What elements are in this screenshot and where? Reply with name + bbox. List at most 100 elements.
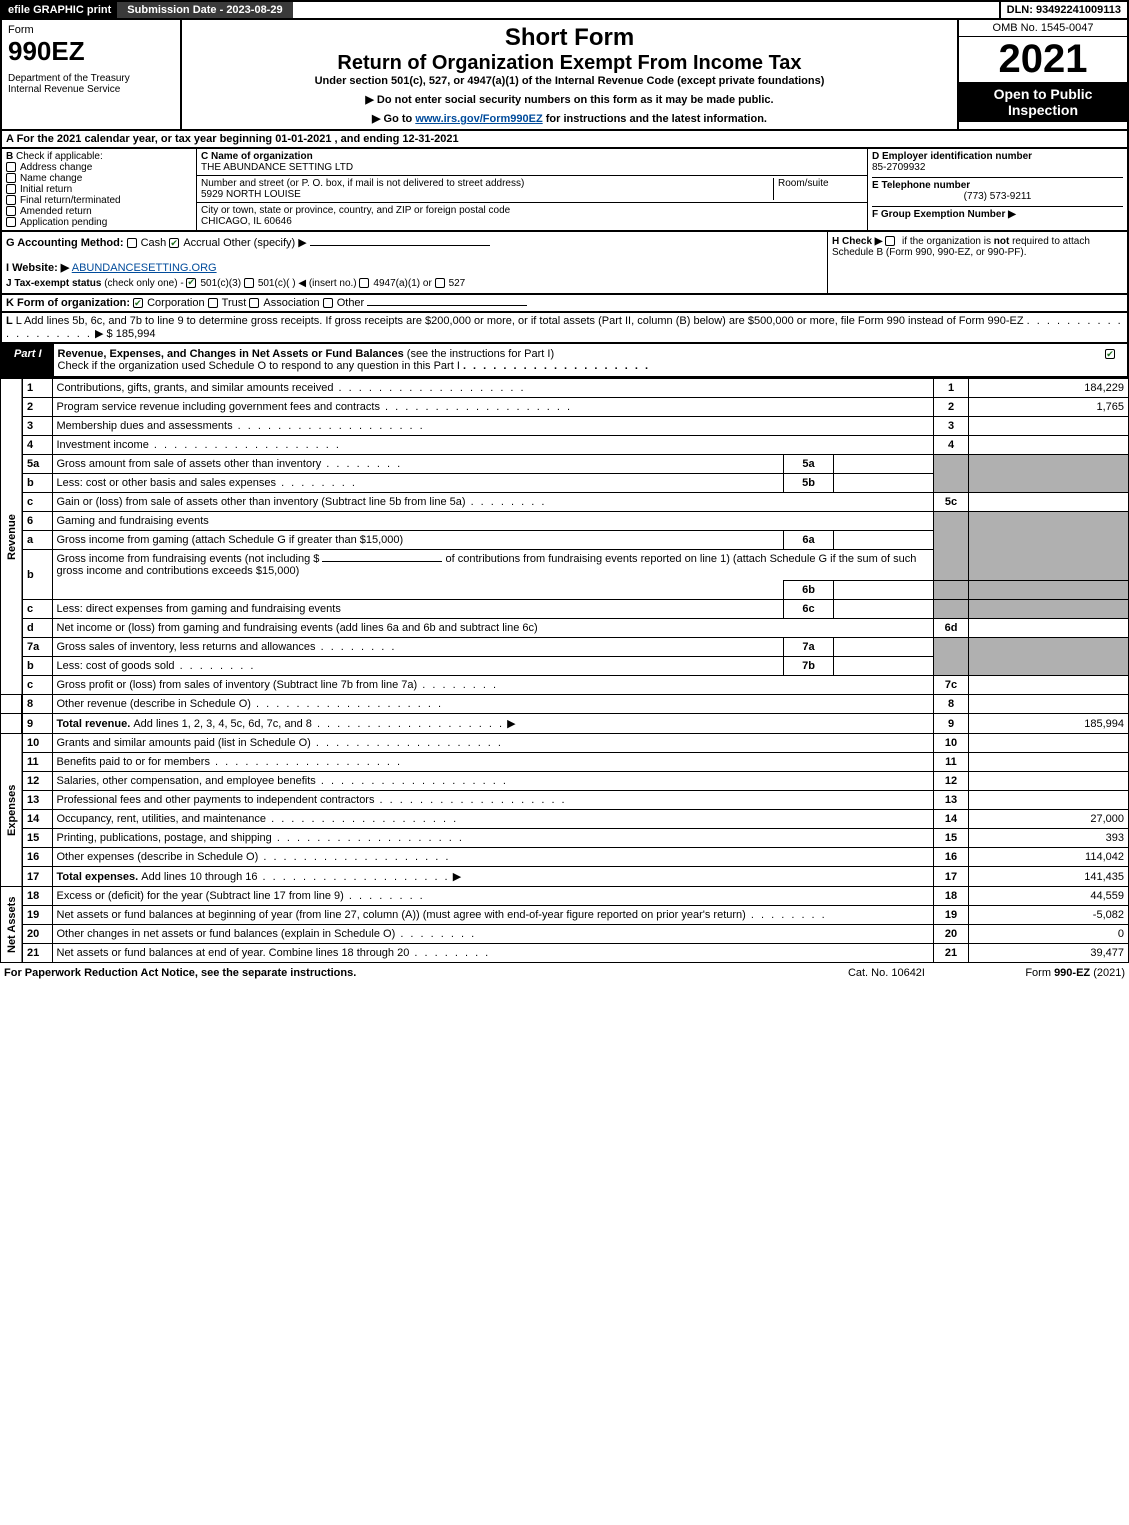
header-mid: Short Form Return of Organization Exempt… [182,20,957,129]
final-return-checkbox[interactable] [6,195,16,205]
part1-title: Revenue, Expenses, and Changes in Net As… [58,348,404,360]
corp-checkbox[interactable] [133,298,143,308]
assoc-checkbox[interactable] [249,298,259,308]
shaded-6c [934,600,969,619]
submission-date: Submission Date - 2023-08-29 [117,2,292,18]
line-13-desc: Professional fees and other payments to … [57,794,375,806]
accrual-checkbox[interactable] [169,238,179,248]
line-17-no: 17 [22,867,52,887]
app-pending-checkbox[interactable] [6,217,16,227]
line-4-val [969,436,1129,455]
line-8-no: 8 [22,695,52,714]
dln-label: DLN: 93492241009113 [999,2,1127,18]
section-a: A For the 2021 calendar year, or tax yea… [0,131,1129,149]
l-text: L Add lines 5b, 6c, and 7b to line 9 to … [16,315,1024,327]
under-section: Under section 501(c), 527, or 4947(a)(1)… [188,75,951,87]
website-link[interactable]: ABUNDANCESETTING.ORG [72,262,217,274]
part1-checkbox[interactable] [1105,349,1115,359]
lines-table: Revenue 1 Contributions, gifts, grants, … [0,378,1129,963]
header-right: OMB No. 1545-0047 2021 Open to Public In… [957,20,1127,129]
line-7a-subval [834,638,934,657]
4947-label: 4947(a)(1) or [373,278,431,289]
line-20-desc: Other changes in net assets or fund bala… [57,928,396,940]
line-9-num: 9 [934,714,969,734]
line-6b-desc-pre: Gross income from fundraising events (no… [57,553,320,565]
app-pending-label: Application pending [20,217,107,228]
h-checkbox[interactable] [885,236,895,246]
527-checkbox[interactable] [435,278,445,288]
line-4-num: 4 [934,436,969,455]
line-17-desc2: Add lines 10 through 16 [141,871,257,883]
trust-checkbox[interactable] [208,298,218,308]
line-19-no: 19 [22,906,52,925]
line-7a-no: 7a [22,638,52,657]
line-14-desc: Occupancy, rent, utilities, and maintena… [57,813,267,825]
other-label: Other (specify) ▶ [223,237,307,249]
line-5b-subval [834,474,934,493]
line-7b-sub: 7b [784,657,834,676]
page-footer: For Paperwork Reduction Act Notice, see … [0,963,1129,983]
line-6a-sub: 6a [784,531,834,550]
501c-label: 501(c)( ) ◀ (insert no.) [258,278,357,289]
line-6d-num: 6d [934,619,969,638]
line-5c-val [969,493,1129,512]
line-6a-subval [834,531,934,550]
4947-checkbox[interactable] [359,278,369,288]
revenue-side-label: Revenue [1,379,23,695]
line-16-val: 114,042 [969,848,1129,867]
line-3-num: 3 [934,417,969,436]
shaded-6bv [969,581,1129,600]
gh-row: G Accounting Method: Cash Accrual Other … [0,232,1129,295]
amended-return-checkbox[interactable] [6,206,16,216]
addr-change-checkbox[interactable] [6,162,16,172]
line-13-num: 13 [934,791,969,810]
line-9-arrow: ▶ [507,718,515,730]
line-19-num: 19 [934,906,969,925]
line-16-num: 16 [934,848,969,867]
room-label: Room/suite [778,178,829,189]
line-18-num: 18 [934,887,969,906]
line-12-no: 12 [22,772,52,791]
line-15-no: 15 [22,829,52,848]
line-8-desc: Other revenue (describe in Schedule O) [57,698,251,710]
part1-check [1097,344,1127,376]
line-6c-desc: Less: direct expenses from gaming and fu… [57,603,341,615]
c-city-label: City or town, state or province, country… [201,205,510,216]
line-3-no: 3 [22,417,52,436]
line-6a-no: a [22,531,52,550]
line-7c-num: 7c [934,676,969,695]
line-20-num: 20 [934,925,969,944]
footer-paperwork: For Paperwork Reduction Act Notice, see … [4,967,848,979]
section-k: K Form of organization: Corporation Trus… [0,295,1129,313]
line-11-no: 11 [22,753,52,772]
shaded-7 [934,638,969,676]
501c-checkbox[interactable] [244,278,254,288]
name-change-label: Name change [20,173,82,184]
assoc-label: Association [263,297,319,309]
line-21-desc: Net assets or fund balances at end of ye… [57,947,410,959]
initial-return-checkbox[interactable] [6,184,16,194]
line-1-desc: Contributions, gifts, grants, and simila… [57,382,334,394]
501c3-checkbox[interactable] [186,278,196,288]
line-8-num: 8 [934,695,969,714]
line-6d-no: d [22,619,52,638]
other-org-checkbox[interactable] [323,298,333,308]
line-6-desc: Gaming and fundraising events [57,515,209,527]
return-title: Return of Organization Exempt From Incom… [188,52,951,75]
section-l: L L Add lines 5b, 6c, and 7b to line 9 t… [0,313,1129,344]
line-7c-val [969,676,1129,695]
section-g: G Accounting Method: Cash Accrual Other … [6,236,823,249]
line-6b-no: b [22,550,52,600]
g-label: G Accounting Method: [6,237,124,249]
efile-label: efile GRAPHIC print [2,2,117,18]
name-change-checkbox[interactable] [6,173,16,183]
line-10-no: 10 [22,734,52,753]
h-not: not [994,236,1010,247]
top-bar: efile GRAPHIC print Submission Date - 20… [0,0,1129,20]
topbar-spacer [293,2,999,18]
cash-checkbox[interactable] [127,238,137,248]
irs-link[interactable]: www.irs.gov/Form990EZ [415,113,542,125]
line-5a-desc: Gross amount from sale of assets other t… [57,458,322,470]
corp-label: Corporation [147,297,204,309]
shaded-5v [969,455,1129,493]
